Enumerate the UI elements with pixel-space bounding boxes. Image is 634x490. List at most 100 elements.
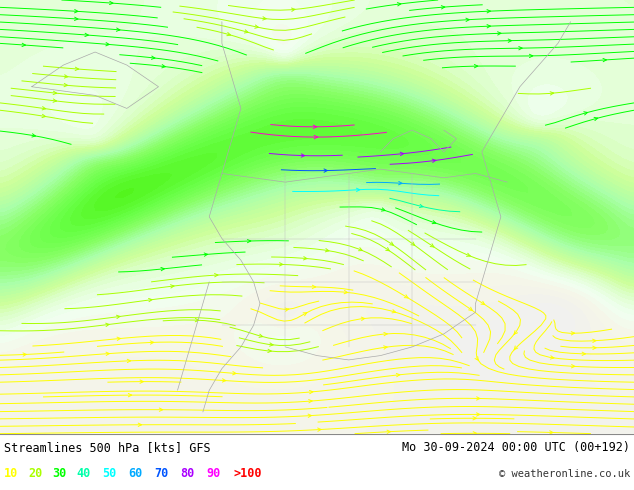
FancyArrowPatch shape bbox=[514, 331, 517, 334]
FancyArrowPatch shape bbox=[23, 353, 27, 356]
FancyArrowPatch shape bbox=[344, 291, 347, 294]
FancyArrowPatch shape bbox=[404, 295, 408, 298]
FancyArrowPatch shape bbox=[420, 204, 423, 208]
FancyArrowPatch shape bbox=[324, 169, 327, 172]
FancyArrowPatch shape bbox=[140, 380, 143, 383]
FancyArrowPatch shape bbox=[65, 75, 68, 78]
FancyArrowPatch shape bbox=[74, 17, 78, 21]
FancyArrowPatch shape bbox=[150, 341, 153, 344]
FancyArrowPatch shape bbox=[117, 337, 120, 341]
FancyArrowPatch shape bbox=[308, 414, 311, 417]
FancyArrowPatch shape bbox=[475, 357, 479, 361]
FancyArrowPatch shape bbox=[441, 5, 444, 9]
FancyArrowPatch shape bbox=[259, 334, 262, 338]
FancyArrowPatch shape bbox=[550, 431, 553, 434]
Text: 60: 60 bbox=[128, 467, 142, 480]
FancyArrowPatch shape bbox=[432, 159, 436, 163]
FancyArrowPatch shape bbox=[487, 10, 490, 13]
FancyArrowPatch shape bbox=[106, 352, 110, 355]
Text: Streamlines 500 hPa [kts] GFS: Streamlines 500 hPa [kts] GFS bbox=[4, 441, 210, 454]
FancyArrowPatch shape bbox=[301, 154, 305, 157]
FancyArrowPatch shape bbox=[603, 58, 606, 62]
FancyArrowPatch shape bbox=[396, 373, 400, 377]
FancyArrowPatch shape bbox=[387, 430, 391, 434]
FancyArrowPatch shape bbox=[161, 268, 164, 271]
FancyArrowPatch shape bbox=[314, 135, 318, 139]
FancyArrowPatch shape bbox=[42, 107, 46, 110]
FancyArrowPatch shape bbox=[477, 413, 480, 416]
FancyArrowPatch shape bbox=[42, 114, 46, 118]
FancyArrowPatch shape bbox=[473, 432, 477, 435]
FancyArrowPatch shape bbox=[399, 181, 402, 185]
FancyArrowPatch shape bbox=[106, 43, 109, 46]
FancyArrowPatch shape bbox=[382, 208, 385, 211]
FancyArrowPatch shape bbox=[390, 242, 394, 245]
Text: 40: 40 bbox=[76, 467, 90, 480]
Text: © weatheronline.co.uk: © weatheronline.co.uk bbox=[499, 469, 630, 479]
FancyArrowPatch shape bbox=[584, 112, 588, 115]
FancyArrowPatch shape bbox=[75, 9, 78, 13]
FancyArrowPatch shape bbox=[398, 2, 401, 6]
FancyArrowPatch shape bbox=[53, 91, 56, 95]
FancyArrowPatch shape bbox=[117, 28, 120, 31]
FancyArrowPatch shape bbox=[247, 240, 250, 243]
FancyArrowPatch shape bbox=[285, 308, 289, 311]
FancyArrowPatch shape bbox=[138, 423, 141, 426]
FancyArrowPatch shape bbox=[127, 359, 131, 363]
FancyArrowPatch shape bbox=[473, 416, 476, 420]
FancyArrowPatch shape bbox=[477, 397, 480, 400]
FancyArrowPatch shape bbox=[467, 253, 470, 256]
FancyArrowPatch shape bbox=[303, 313, 307, 316]
Text: 50: 50 bbox=[102, 467, 116, 480]
FancyArrowPatch shape bbox=[110, 1, 113, 4]
FancyArrowPatch shape bbox=[159, 408, 163, 412]
FancyArrowPatch shape bbox=[361, 317, 365, 320]
FancyArrowPatch shape bbox=[255, 25, 259, 28]
FancyArrowPatch shape bbox=[244, 30, 248, 33]
FancyArrowPatch shape bbox=[309, 399, 312, 403]
FancyArrowPatch shape bbox=[32, 134, 36, 137]
FancyArrowPatch shape bbox=[304, 257, 307, 260]
FancyArrowPatch shape bbox=[53, 99, 56, 102]
FancyArrowPatch shape bbox=[529, 54, 533, 58]
FancyArrowPatch shape bbox=[519, 47, 522, 50]
FancyArrowPatch shape bbox=[262, 17, 266, 20]
Text: 10: 10 bbox=[4, 467, 18, 480]
FancyArrowPatch shape bbox=[106, 323, 109, 326]
Text: 80: 80 bbox=[180, 467, 194, 480]
FancyArrowPatch shape bbox=[469, 307, 472, 311]
Text: 90: 90 bbox=[206, 467, 220, 480]
FancyArrowPatch shape bbox=[280, 263, 283, 266]
FancyArrowPatch shape bbox=[481, 301, 485, 305]
FancyArrowPatch shape bbox=[128, 393, 132, 397]
FancyArrowPatch shape bbox=[195, 318, 198, 322]
FancyArrowPatch shape bbox=[550, 92, 553, 95]
FancyArrowPatch shape bbox=[313, 125, 316, 128]
FancyArrowPatch shape bbox=[227, 32, 231, 36]
FancyArrowPatch shape bbox=[214, 273, 218, 277]
FancyArrowPatch shape bbox=[400, 152, 404, 155]
FancyArrowPatch shape bbox=[318, 428, 321, 431]
FancyArrowPatch shape bbox=[162, 65, 165, 68]
FancyArrowPatch shape bbox=[85, 33, 88, 37]
FancyArrowPatch shape bbox=[582, 352, 585, 355]
FancyArrowPatch shape bbox=[432, 220, 436, 223]
FancyArrowPatch shape bbox=[309, 391, 313, 394]
FancyArrowPatch shape bbox=[117, 315, 120, 318]
FancyArrowPatch shape bbox=[152, 56, 155, 59]
FancyArrowPatch shape bbox=[385, 247, 389, 251]
FancyArrowPatch shape bbox=[508, 39, 512, 42]
FancyArrowPatch shape bbox=[411, 242, 415, 245]
FancyArrowPatch shape bbox=[269, 343, 273, 346]
FancyArrowPatch shape bbox=[268, 349, 271, 352]
FancyArrowPatch shape bbox=[550, 356, 554, 359]
FancyArrowPatch shape bbox=[571, 332, 574, 335]
FancyArrowPatch shape bbox=[148, 298, 152, 302]
Text: >100: >100 bbox=[234, 467, 262, 480]
FancyArrowPatch shape bbox=[325, 248, 329, 252]
FancyArrowPatch shape bbox=[571, 365, 575, 368]
FancyArrowPatch shape bbox=[313, 285, 316, 289]
FancyArrowPatch shape bbox=[22, 43, 25, 47]
FancyArrowPatch shape bbox=[223, 379, 226, 382]
FancyArrowPatch shape bbox=[594, 117, 598, 121]
